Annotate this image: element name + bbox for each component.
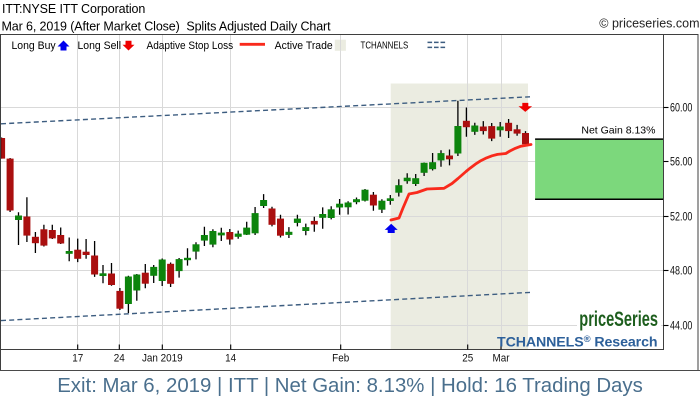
svg-text:17: 17: [72, 353, 83, 365]
svg-text:Long Buy: Long Buy: [12, 40, 57, 52]
svg-text:25: 25: [462, 353, 473, 365]
svg-text:Long Sell: Long Sell: [78, 40, 122, 52]
svg-text:Mar 6, 2019 (After Market Clos: Mar 6, 2019 (After Market Close) Splits …: [2, 20, 332, 34]
svg-text:Exit: Mar 6, 2019 | ITT | Net: Exit: Mar 6, 2019 | ITT | Net Gain: 8.13…: [57, 375, 643, 397]
svg-text:56.00: 56.00: [670, 157, 693, 169]
svg-text:ITT:NYSE ITT Corporation: ITT:NYSE ITT Corporation: [2, 2, 145, 16]
svg-text:Net Gain 8.13%: Net Gain 8.13%: [581, 125, 655, 137]
svg-text:Feb: Feb: [332, 353, 349, 365]
svg-text:44.00: 44.00: [670, 321, 693, 333]
svg-text:TCHANNELS: TCHANNELS: [361, 40, 409, 51]
svg-text:priceSeries: priceSeries: [579, 308, 658, 331]
svg-text:24: 24: [114, 353, 125, 365]
svg-text:52.00: 52.00: [670, 212, 693, 224]
svg-text:Jan 2019: Jan 2019: [142, 353, 183, 365]
svg-text:Adaptive Stop Loss: Adaptive Stop Loss: [147, 40, 234, 53]
svg-text:14: 14: [225, 353, 236, 365]
svg-text:48.00: 48.00: [670, 266, 693, 278]
svg-text:© priceseries.com: © priceseries.com: [599, 17, 699, 31]
svg-text:TCHANNELS® Research: TCHANNELS® Research: [497, 334, 657, 350]
svg-text:60.00: 60.00: [670, 103, 693, 115]
svg-text:Active Trade: Active Trade: [275, 40, 333, 52]
svg-text:Mar: Mar: [492, 353, 510, 365]
